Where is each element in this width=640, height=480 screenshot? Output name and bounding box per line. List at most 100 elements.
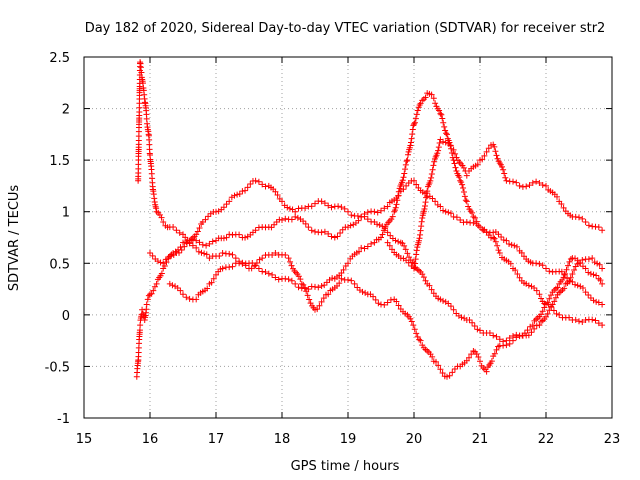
data-point (492, 238, 499, 245)
data-point (340, 266, 347, 273)
data-point (284, 204, 291, 211)
data-point (494, 155, 501, 162)
data-point (450, 146, 457, 153)
data-point (359, 288, 366, 295)
data-point (251, 263, 258, 270)
data-point (463, 219, 470, 226)
data-point (405, 259, 412, 266)
data-point (375, 300, 382, 307)
data-point (416, 336, 423, 343)
data-point (593, 272, 600, 279)
data-point (453, 168, 460, 175)
data-point (465, 203, 472, 210)
data-point (232, 255, 239, 262)
data-point (413, 111, 420, 118)
data-point (393, 201, 400, 208)
data-point (320, 295, 327, 302)
data-point (419, 215, 426, 222)
data-point (387, 232, 394, 239)
data-point (599, 322, 606, 329)
data-point (391, 208, 398, 215)
data-point (431, 158, 438, 165)
data-point (312, 283, 318, 290)
data-point (491, 143, 498, 150)
data-point (461, 193, 468, 200)
data-point (428, 286, 435, 293)
data-point (433, 358, 439, 365)
data-point (253, 259, 260, 266)
data-point (566, 258, 573, 265)
data-point (494, 242, 501, 249)
data-point (242, 262, 249, 269)
data-point (525, 332, 532, 339)
data-point (582, 219, 589, 226)
data-point (279, 198, 285, 205)
data-point (439, 370, 446, 377)
data-point (437, 366, 444, 373)
data-point (158, 214, 165, 221)
data-point (247, 231, 254, 238)
data-point (226, 231, 233, 238)
data-point (430, 162, 437, 169)
data-point (193, 237, 200, 244)
data-point (496, 249, 503, 256)
data-point (381, 205, 388, 212)
data-point (448, 150, 455, 156)
data-point (395, 188, 402, 195)
data-point (163, 259, 170, 266)
data-point (416, 235, 423, 242)
series-1 (133, 90, 606, 380)
data-point (546, 268, 553, 275)
data-point (314, 306, 321, 313)
data-point (422, 199, 429, 206)
data-point (491, 235, 498, 242)
data-point (378, 207, 384, 214)
data-point (582, 289, 589, 296)
data-point (300, 281, 307, 288)
data-point (272, 188, 279, 195)
data-point (354, 212, 361, 219)
data-point (589, 316, 596, 323)
data-point (572, 213, 579, 220)
data-point (500, 237, 507, 244)
data-point (460, 184, 467, 191)
data-point (328, 204, 335, 211)
data-point (329, 275, 336, 282)
data-point (297, 276, 304, 283)
data-point (553, 310, 560, 317)
data-point (412, 115, 419, 122)
data-point (596, 261, 603, 268)
x-tick-label: 22 (538, 432, 555, 447)
data-point (395, 192, 402, 199)
data-point (219, 265, 226, 272)
data-point (341, 205, 348, 212)
data-point (414, 107, 421, 114)
x-tick-label: 20 (406, 432, 423, 447)
data-point (490, 332, 497, 339)
data-point (483, 148, 490, 155)
data-point (338, 270, 345, 277)
data-point (599, 265, 606, 272)
data-point (199, 241, 206, 248)
data-point (180, 239, 186, 246)
data-point (429, 195, 436, 202)
data-point (176, 249, 183, 256)
data-point (415, 237, 422, 244)
data-point (376, 222, 383, 229)
data-point (411, 119, 418, 126)
y-tick-label: 0.5 (49, 257, 70, 272)
data-point (308, 203, 315, 210)
data-point (411, 121, 417, 128)
data-point (585, 269, 592, 276)
data-point (269, 271, 276, 278)
data-point (472, 214, 479, 221)
data-point (412, 260, 419, 267)
data-point (560, 204, 567, 211)
data-point (292, 208, 299, 215)
data-point (174, 285, 181, 292)
data-point (585, 291, 592, 298)
data-point (255, 265, 262, 272)
data-point (481, 152, 488, 159)
data-point (554, 193, 560, 200)
y-tick-label: 1 (62, 206, 70, 221)
